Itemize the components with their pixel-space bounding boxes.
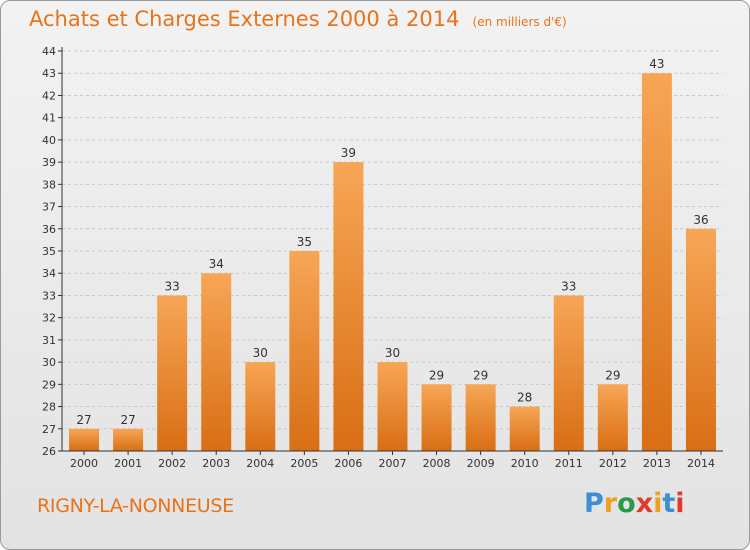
- bars: [69, 73, 716, 451]
- x-tick-label: 2011: [555, 457, 583, 470]
- y-tick-label: 28: [42, 401, 56, 414]
- x-tick-label: 2004: [246, 457, 274, 470]
- bar: [509, 406, 540, 451]
- city-name: RIGNY-LA-NONNEUSE: [37, 495, 234, 517]
- title-row: Achats et Charges Externes 2000 à 2014 (…: [29, 7, 567, 31]
- y-tick-label: 40: [42, 134, 56, 147]
- y-tick-label: 44: [42, 45, 56, 58]
- x-tick-label: 2000: [70, 457, 98, 470]
- x-tick-label: 2003: [202, 457, 230, 470]
- bar: [289, 251, 320, 451]
- bar: [201, 273, 232, 451]
- x-tick-label: 2010: [511, 457, 539, 470]
- y-tick-label: 42: [42, 89, 56, 102]
- y-tick-labels: 26 27 28 29 30 31 32 33 34 35 36 37 38 39 40 41 42 43 44: [42, 45, 56, 458]
- proxiti-logo: Proxiti: [584, 488, 685, 519]
- bar: [69, 428, 100, 451]
- bar: [641, 73, 672, 451]
- y-tick-label: 35: [42, 245, 56, 258]
- x-tick-label: 2014: [687, 457, 715, 470]
- x-tick-label: 2005: [290, 457, 318, 470]
- bar: [465, 384, 496, 451]
- y-tick-label: 29: [42, 378, 56, 391]
- logo-letter: x: [635, 488, 654, 519]
- x-tick-label: 2007: [379, 457, 407, 470]
- bar: [421, 384, 452, 451]
- logo-letter: P: [584, 488, 604, 519]
- data-label: 36: [693, 213, 708, 227]
- bar: [157, 295, 188, 451]
- bar: [685, 228, 716, 451]
- data-labels: 27 27 33 34 30 35 39 30 29 29 28 33 29 43 36: [76, 57, 708, 427]
- data-label: 39: [341, 146, 356, 160]
- y-tick-label: 41: [42, 112, 56, 125]
- data-label: 33: [561, 279, 576, 293]
- y-tick-label: 43: [42, 67, 56, 80]
- x-tick-label: 2006: [334, 457, 362, 470]
- y-tick-label: 31: [42, 334, 56, 347]
- y-tick-label: 34: [42, 267, 56, 280]
- y-tick-label: 37: [42, 201, 56, 214]
- data-label: 28: [517, 391, 532, 405]
- data-label: 29: [605, 368, 620, 382]
- y-tick-label: 36: [42, 223, 56, 236]
- logo-letter: o: [617, 488, 636, 519]
- data-label: 27: [76, 413, 91, 427]
- x-tick-label: 2009: [467, 457, 495, 470]
- axes: [58, 47, 723, 455]
- logo-letter: i: [675, 488, 685, 519]
- y-tick-label: 38: [42, 178, 56, 191]
- y-tick-label: 27: [42, 423, 56, 436]
- data-label: 27: [120, 413, 135, 427]
- chart-title: Achats et Charges Externes 2000 à 2014: [29, 7, 460, 31]
- x-tick-label: 2012: [599, 457, 627, 470]
- data-label: 43: [649, 57, 664, 71]
- x-tick-label: 2013: [643, 457, 671, 470]
- bar: [245, 362, 276, 451]
- data-label: 33: [165, 279, 180, 293]
- y-tick-label: 32: [42, 312, 56, 325]
- x-tick-label: 2002: [158, 457, 186, 470]
- y-tick-label: 26: [42, 445, 56, 458]
- logo-letter: r: [603, 488, 618, 519]
- y-tick-label: 30: [42, 356, 56, 369]
- x-tick-labels: 2000 2001 2002 2003 2004 2005 2006 2007 2008 2009…: [70, 457, 715, 470]
- bar: [377, 362, 408, 451]
- bar: [597, 384, 628, 451]
- chart-subtitle: (en milliers d'€): [472, 15, 567, 29]
- y-tick-label: 39: [42, 156, 56, 169]
- data-label: 30: [253, 346, 268, 360]
- data-label: 29: [429, 368, 444, 382]
- data-label: 30: [385, 346, 400, 360]
- data-label: 29: [473, 368, 488, 382]
- bar: [113, 428, 144, 451]
- x-tick-label: 2001: [114, 457, 142, 470]
- logo-letter: i: [653, 488, 663, 519]
- data-label: 35: [297, 235, 312, 249]
- logo-letter: t: [662, 488, 676, 519]
- bar: [333, 162, 364, 451]
- bar: [553, 295, 584, 451]
- x-tick-label: 2008: [423, 457, 451, 470]
- data-label: 34: [209, 257, 224, 271]
- y-tick-label: 33: [42, 289, 56, 302]
